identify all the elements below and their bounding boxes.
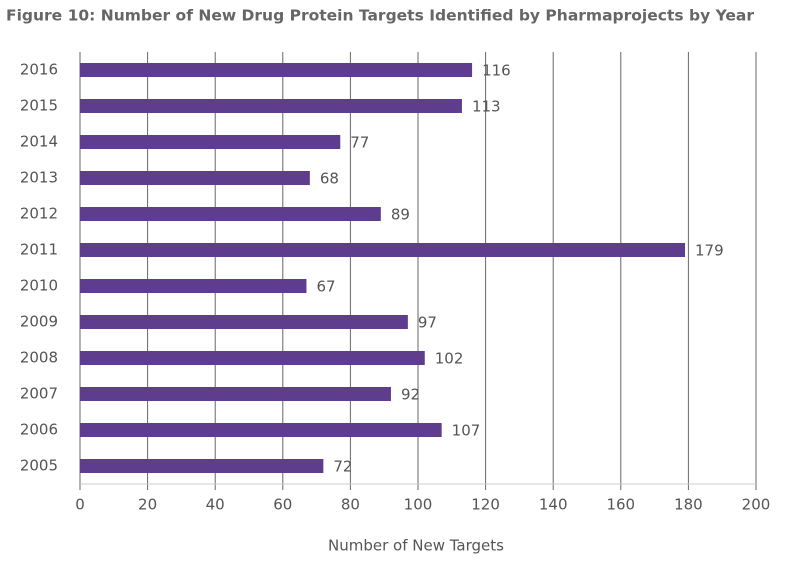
y-tick-label: 2011 [20,241,58,259]
bar [80,351,425,365]
x-tick-label: 120 [471,496,500,514]
bar [80,171,310,185]
y-tick-label: 2007 [20,385,58,403]
bar [80,99,462,113]
bar [80,387,391,401]
y-tick-label: 2005 [20,457,58,475]
value-label: 67 [316,278,335,296]
bar [80,315,408,329]
x-tick-label: 60 [273,496,292,514]
x-axis-label: Number of New Targets [328,537,504,555]
value-label: 116 [482,62,511,80]
value-label: 102 [435,350,464,368]
y-tick-label: 2012 [20,205,58,223]
bar [80,207,381,221]
x-tick-label: 140 [539,496,568,514]
value-label: 77 [350,134,369,152]
x-tick-label: 0 [75,496,85,514]
x-tick-label: 180 [674,496,703,514]
bar [80,135,341,149]
value-label: 89 [391,206,410,224]
x-tick-label: 100 [404,496,433,514]
bar [80,243,686,257]
bar [80,423,442,437]
y-tick-label: 2009 [20,313,58,331]
value-label: 107 [452,422,481,440]
bar [80,279,307,293]
bar [80,63,473,77]
value-label: 72 [333,458,352,476]
y-tick-label: 2008 [20,349,58,367]
value-label: 113 [472,98,501,116]
x-tick-label: 40 [206,496,225,514]
x-tick-label: 160 [606,496,635,514]
y-tick-label: 2015 [20,97,58,115]
bar [80,459,324,473]
value-label: 68 [320,170,339,188]
value-label: 179 [695,242,724,260]
chart-title: Figure 10: Number of New Drug Protein Ta… [6,7,754,25]
value-label: 97 [418,314,437,332]
y-tick-label: 2006 [20,421,58,439]
y-tick-label: 2010 [20,277,58,295]
x-tick-label: 20 [138,496,157,514]
x-tick-label: 200 [742,496,771,514]
y-tick-label: 2014 [20,133,58,151]
y-tick-label: 2013 [20,169,58,187]
x-tick-label: 80 [341,496,360,514]
y-tick-label: 2016 [20,61,58,79]
value-label: 92 [401,386,420,404]
